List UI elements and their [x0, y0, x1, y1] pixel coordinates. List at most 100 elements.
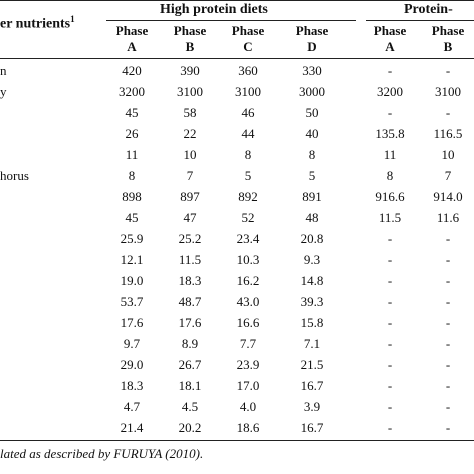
phase-header-word: Phase — [431, 23, 465, 38]
table-cell: 47 — [183, 210, 197, 225]
table-cell: 25.2 — [178, 231, 202, 246]
table-cell: - — [387, 315, 393, 330]
table-row: 12.1 11.5 10.3 9.3 - - — [0, 249, 474, 270]
table-row: 21.4 20.2 18.6 16.7 - - — [0, 417, 474, 438]
table-cell: 23.9 — [236, 357, 260, 372]
table-cell: 20.2 — [178, 420, 202, 435]
table-cell: 7.7 — [239, 336, 257, 351]
table-cell: 45 — [125, 105, 139, 120]
table-cell: 18.3 — [178, 273, 202, 288]
table-cell: 3200 — [377, 84, 403, 99]
table-cell: 58 — [183, 105, 197, 120]
phase-header: Phase A — [365, 23, 415, 55]
phase-header: Phase A — [107, 23, 157, 55]
table-cell: 11.6 — [436, 210, 460, 225]
row-label: n — [0, 63, 7, 78]
table-top-rule — [0, 0, 474, 1]
table-cell: - — [387, 294, 393, 309]
table-row: 11 10 8 8 11 10 — [0, 144, 474, 165]
table-cell: 898 — [122, 189, 142, 204]
table-row: 53.7 48.7 43.0 39.3 - - — [0, 291, 474, 312]
row-label: y — [0, 84, 7, 99]
table-cell: - — [387, 357, 393, 372]
table-row: n 420 390 360 330 - - — [0, 60, 474, 81]
table-cell: 7.1 — [303, 336, 321, 351]
table-cell: 4.5 — [181, 399, 199, 414]
table-cell: 46 — [241, 105, 255, 120]
group-rule-low-protein — [366, 20, 474, 21]
column-header-nutrients: er nutrients1 — [0, 14, 75, 33]
table-cell: - — [387, 399, 393, 414]
table-cell: 16.2 — [236, 273, 260, 288]
group-rule-high-protein — [106, 20, 356, 21]
table-cell: 9.7 — [123, 336, 141, 351]
table-cell: - — [445, 231, 451, 246]
table-cell: 17.0 — [236, 378, 260, 393]
table-cell: 11 — [125, 147, 139, 162]
table-cell: 21.5 — [300, 357, 324, 372]
table-cell: - — [387, 378, 393, 393]
table-cell: - — [445, 420, 451, 435]
table-cell: 3100 — [435, 84, 461, 99]
table-cell: - — [445, 252, 451, 267]
phase-header-letter: C — [243, 39, 253, 54]
table-cell: 17.6 — [178, 315, 202, 330]
table-cell: 44 — [241, 126, 255, 141]
table-cell: 135.8 — [375, 126, 405, 141]
table-cell: 10 — [441, 147, 455, 162]
phase-header-word: Phase — [173, 23, 207, 38]
table-cell: - — [445, 273, 451, 288]
table-row: 17.6 17.6 16.6 15.8 - - — [0, 312, 474, 333]
table-cell: - — [387, 252, 393, 267]
table-cell: 43.0 — [236, 294, 260, 309]
table-cell: 7 — [186, 168, 194, 183]
table-cell: 22 — [183, 126, 197, 141]
table-cell: 45 — [125, 210, 139, 225]
table-cell: 12.1 — [120, 252, 144, 267]
group-header-low-protein: Protein- — [404, 2, 453, 17]
table-cell: 14.8 — [300, 273, 324, 288]
table-cell: 916.6 — [375, 189, 405, 204]
table-cell: - — [445, 378, 451, 393]
table-cell: 892 — [238, 189, 258, 204]
phase-header-word: Phase — [373, 23, 407, 38]
table-cell: 11.5 — [378, 210, 402, 225]
table-cell: - — [387, 273, 393, 288]
table-cell: 4.0 — [239, 399, 257, 414]
table-cell: - — [445, 336, 451, 351]
table-cell: - — [387, 336, 393, 351]
table-cell: 897 — [180, 189, 200, 204]
table-cell: 914.0 — [433, 189, 463, 204]
table-row: 18.3 18.1 17.0 16.7 - - — [0, 375, 474, 396]
table-row: 26 22 44 40 135.8 116.5 — [0, 123, 474, 144]
table-cell: 3100 — [177, 84, 203, 99]
table-cell: 9.3 — [303, 252, 321, 267]
table-cell: 15.8 — [300, 315, 324, 330]
table-row: 45 47 52 48 11.5 11.6 — [0, 207, 474, 228]
table-cell: - — [445, 357, 451, 372]
table-row: 29.0 26.7 23.9 21.5 - - — [0, 354, 474, 375]
table-cell: 16.6 — [236, 315, 260, 330]
table-cell: 40 — [305, 126, 319, 141]
table-cell: 11 — [383, 147, 397, 162]
phase-header-word: Phase — [231, 23, 265, 38]
table-cell: 18.3 — [120, 378, 144, 393]
table-row: 25.9 25.2 23.4 20.8 - - — [0, 228, 474, 249]
table-cell: 48.7 — [178, 294, 202, 309]
phase-header-letter: A — [385, 39, 395, 54]
table-cell: 8 — [386, 168, 394, 183]
table-cell: 17.6 — [120, 315, 144, 330]
table-row: 9.7 8.9 7.7 7.1 - - — [0, 333, 474, 354]
table-cell: 891 — [302, 189, 322, 204]
table-bottom-rule — [0, 440, 474, 441]
table-cell: 21.4 — [120, 420, 144, 435]
table-row: 4.7 4.5 4.0 3.9 - - — [0, 396, 474, 417]
table-cell: - — [387, 63, 393, 78]
table-cell: 8 — [244, 147, 252, 162]
table-cell: 23.4 — [236, 231, 260, 246]
table-cell: 10 — [183, 147, 197, 162]
table-cell: 29.0 — [120, 357, 144, 372]
column-header-nutrients-text: er nutrients — [0, 16, 71, 32]
table-cell: - — [445, 399, 451, 414]
